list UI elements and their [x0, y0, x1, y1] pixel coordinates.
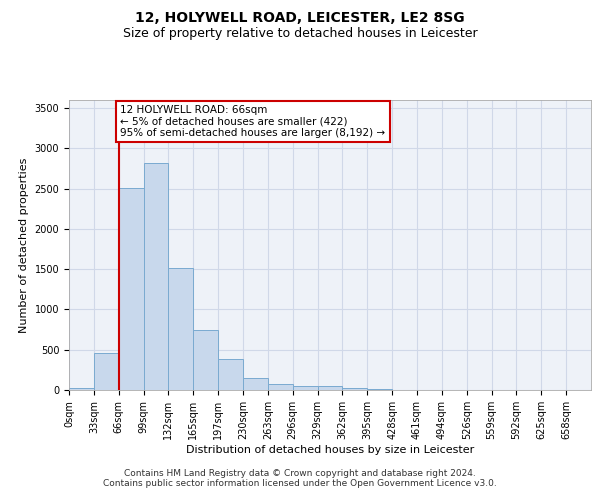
- Bar: [143, 163, 169, 390]
- X-axis label: Distribution of detached houses by size in Leicester: Distribution of detached houses by size …: [186, 444, 474, 454]
- Bar: [119, 188, 143, 390]
- Bar: [169, 268, 193, 390]
- Text: 12 HOLYWELL ROAD: 66sqm
← 5% of detached houses are smaller (422)
95% of semi-de: 12 HOLYWELL ROAD: 66sqm ← 5% of detached…: [120, 105, 385, 138]
- Text: Size of property relative to detached houses in Leicester: Size of property relative to detached ho…: [122, 28, 478, 40]
- Text: Contains HM Land Registry data © Crown copyright and database right 2024.: Contains HM Land Registry data © Crown c…: [124, 469, 476, 478]
- Bar: [94, 353, 119, 390]
- Bar: [243, 378, 268, 390]
- Bar: [193, 330, 218, 390]
- Bar: [69, 388, 94, 390]
- Y-axis label: Number of detached properties: Number of detached properties: [19, 158, 29, 332]
- Bar: [218, 358, 243, 390]
- Bar: [317, 386, 343, 390]
- Bar: [293, 386, 317, 390]
- Bar: [343, 388, 367, 390]
- Text: 12, HOLYWELL ROAD, LEICESTER, LE2 8SG: 12, HOLYWELL ROAD, LEICESTER, LE2 8SG: [135, 12, 465, 26]
- Bar: [367, 389, 392, 390]
- Bar: [268, 384, 293, 390]
- Text: Contains public sector information licensed under the Open Government Licence v3: Contains public sector information licen…: [103, 479, 497, 488]
